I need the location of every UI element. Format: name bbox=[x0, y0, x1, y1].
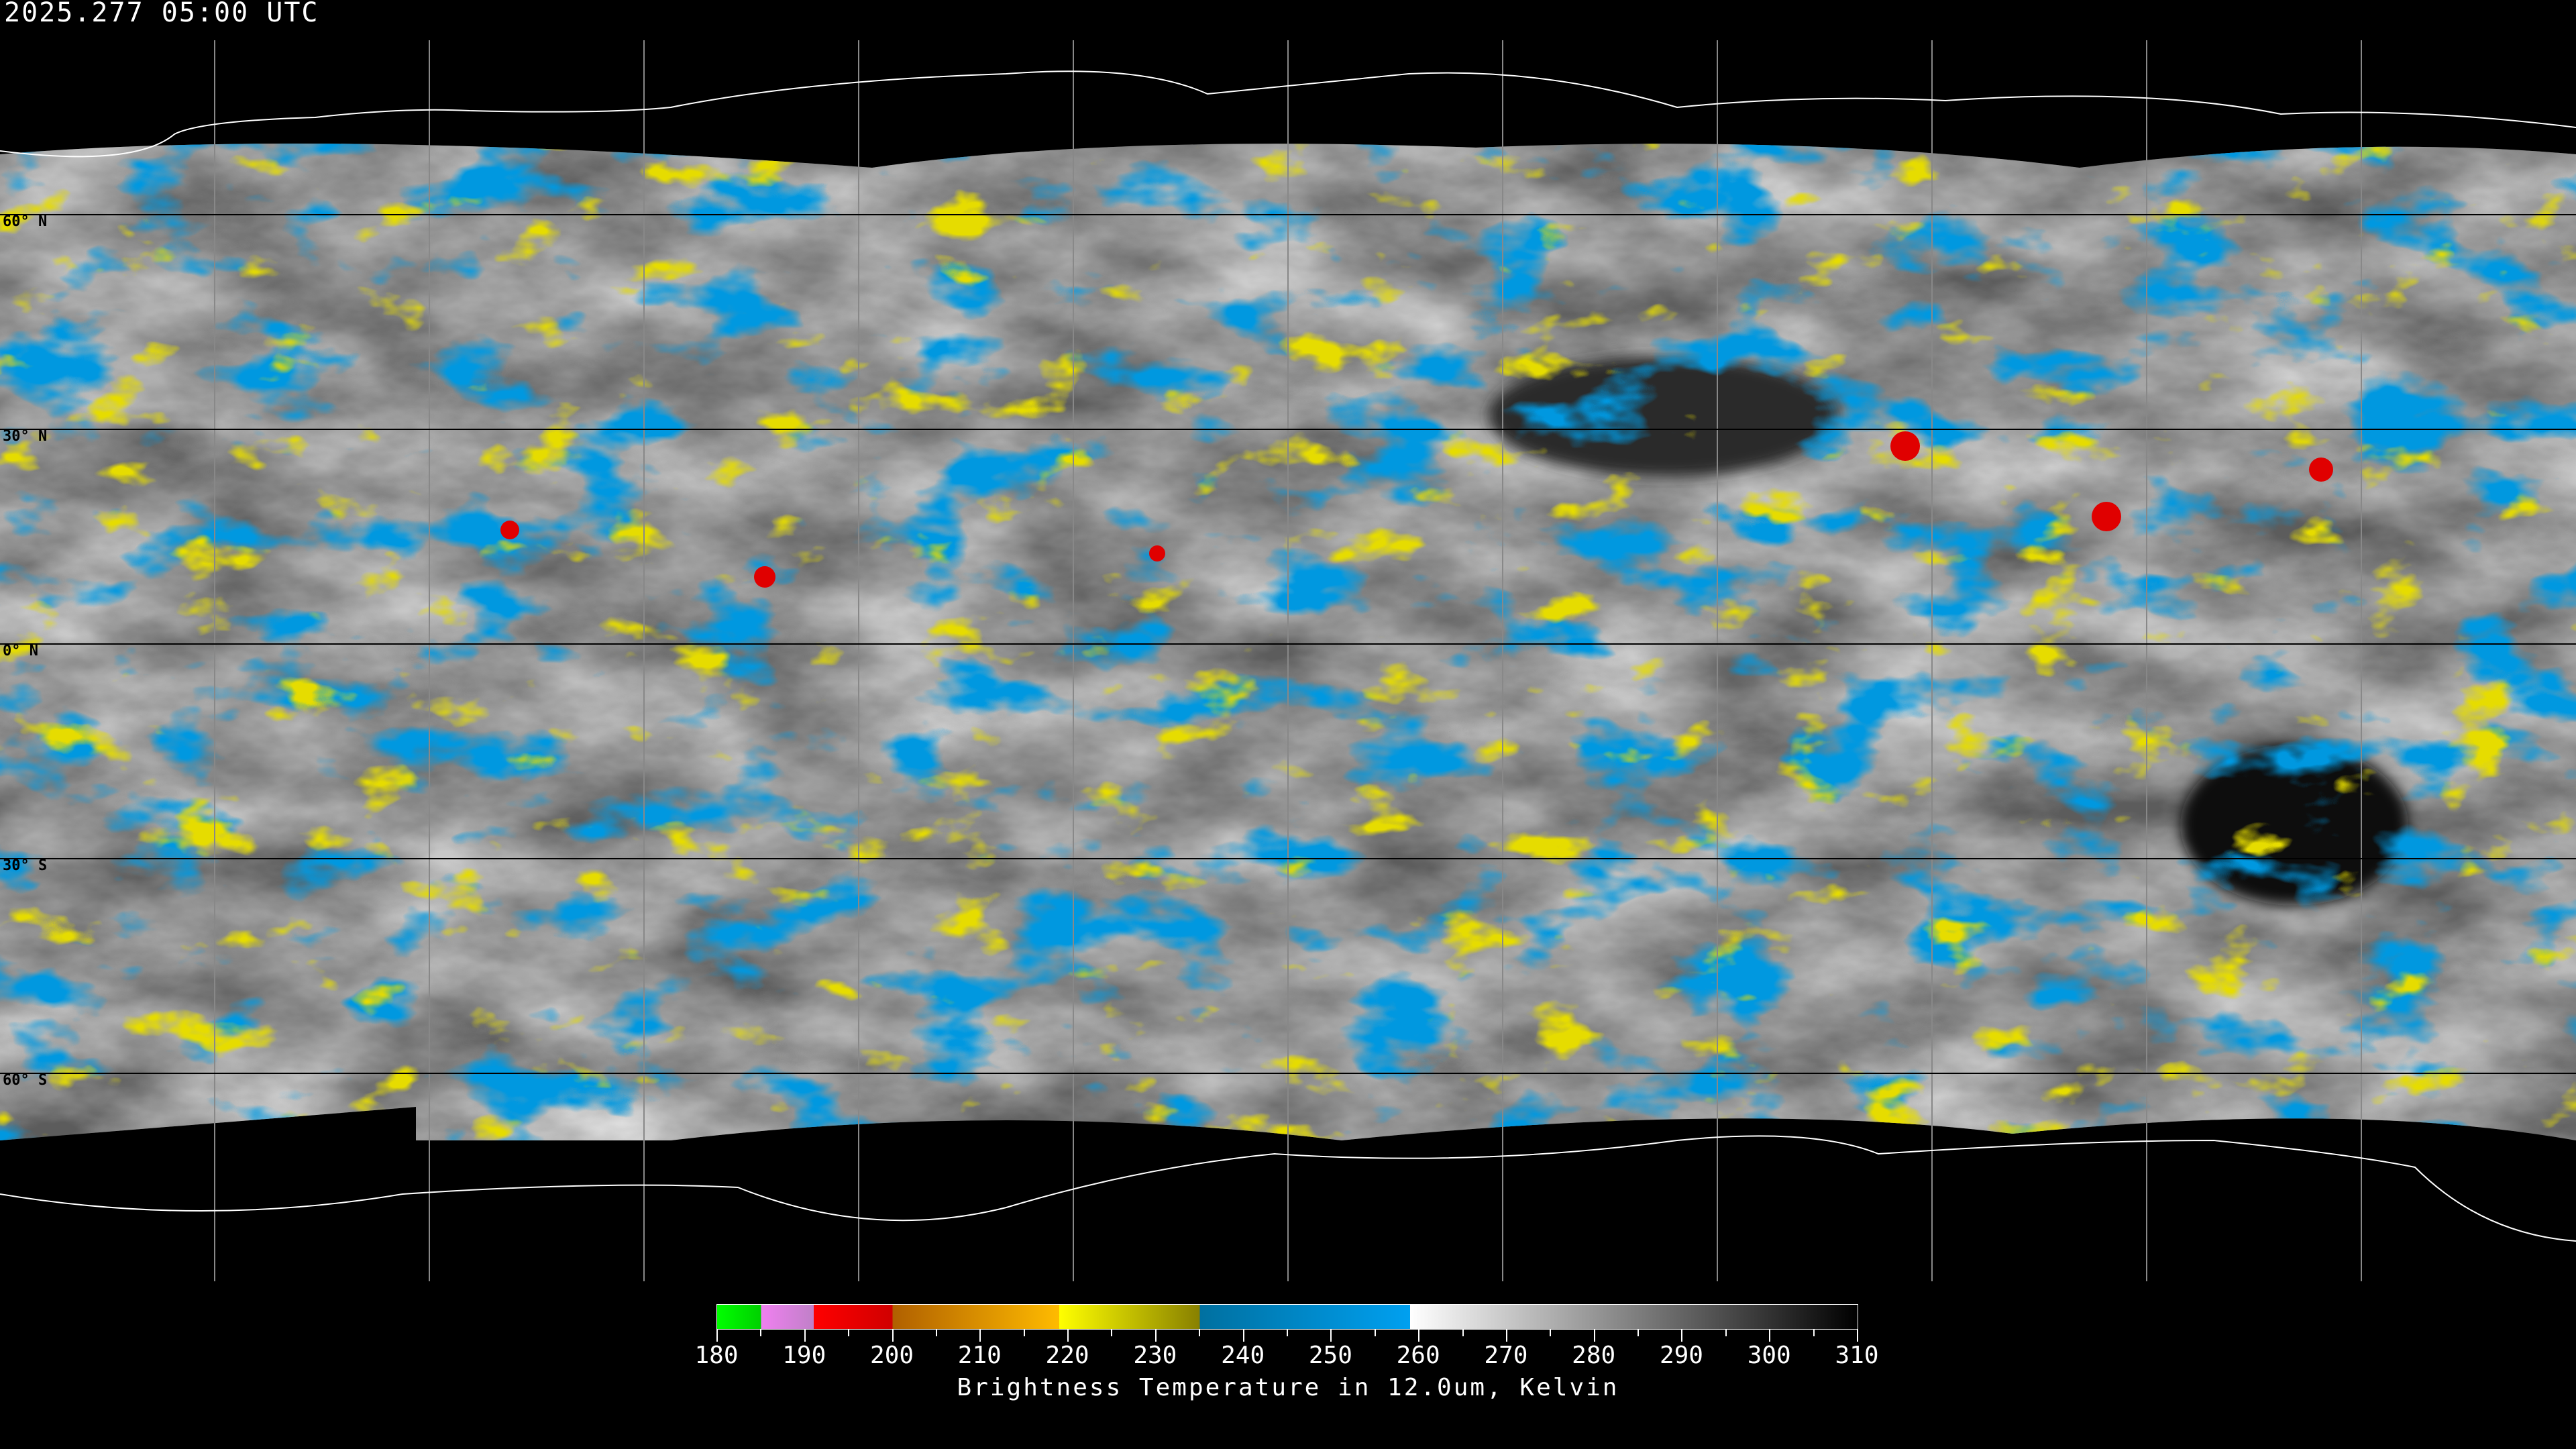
colorbar-ticks bbox=[716, 1330, 1858, 1350]
colorbar-tick bbox=[1199, 1330, 1201, 1336]
colorbar bbox=[716, 1304, 1858, 1330]
lat-label-0n: 0° N bbox=[3, 643, 38, 659]
colorbar-tick bbox=[1681, 1330, 1683, 1342]
colorbar-tick-label: 260 bbox=[1396, 1342, 1440, 1369]
colorbar-tick bbox=[1505, 1330, 1507, 1342]
colorbar-tick-label: 210 bbox=[957, 1342, 1002, 1369]
colorbar-tick bbox=[1242, 1330, 1244, 1342]
colorbar-tick bbox=[1725, 1330, 1727, 1336]
colorbar-tick bbox=[1111, 1330, 1113, 1336]
colorbar-tick-label: 290 bbox=[1659, 1342, 1703, 1369]
colorbar-tick-label: 200 bbox=[870, 1342, 914, 1369]
colorbar-tick bbox=[1067, 1330, 1069, 1342]
lat-label-30n: 30° N bbox=[3, 428, 48, 445]
colorbar-tick bbox=[1550, 1330, 1552, 1336]
colorbar-tick bbox=[1857, 1330, 1858, 1342]
lat-label-60s: 60° S bbox=[3, 1072, 48, 1089]
storm-core bbox=[1890, 431, 1920, 461]
storm-core bbox=[2309, 458, 2333, 482]
colorbar-title: Brightness Temperature in 12.0um, Kelvin bbox=[957, 1374, 1619, 1401]
colorbar-tick-label: 270 bbox=[1484, 1342, 1528, 1369]
colorbar-tick-label: 310 bbox=[1835, 1342, 1879, 1369]
colorbar-tick bbox=[716, 1330, 718, 1342]
colorbar-tick bbox=[1813, 1330, 1815, 1336]
colorbar-tick bbox=[1638, 1330, 1640, 1336]
colorbar-tick bbox=[935, 1330, 937, 1336]
antarctica-coastline bbox=[0, 1135, 2576, 1242]
timestamp-title: 2025.277 05:00 UTC bbox=[4, 0, 319, 28]
colorbar-tick bbox=[848, 1330, 850, 1336]
colorbar-tick bbox=[892, 1330, 894, 1342]
colorbar-tick-label: 230 bbox=[1133, 1342, 1177, 1369]
colorbar-tick bbox=[1374, 1330, 1376, 1336]
coastlines-polar bbox=[0, 70, 2576, 1242]
colorbar-tick bbox=[804, 1330, 806, 1342]
storm-cores bbox=[500, 431, 2333, 588]
lat-label-60n: 60° N bbox=[3, 213, 48, 230]
arctic-coastline bbox=[0, 70, 2576, 158]
colorbar-tick bbox=[1155, 1330, 1157, 1342]
colorbar-tick-label: 240 bbox=[1221, 1342, 1265, 1369]
colorbar-tick bbox=[1418, 1330, 1420, 1342]
colorbar-tick-label: 180 bbox=[694, 1342, 739, 1369]
colorbar-tick-label: 220 bbox=[1045, 1342, 1089, 1369]
colorbar-tick bbox=[760, 1330, 762, 1336]
lat-label-30s: 30° S bbox=[3, 857, 48, 874]
storm-core bbox=[1149, 545, 1165, 561]
lat-lon-grid bbox=[0, 40, 2576, 1281]
colorbar-tick bbox=[1330, 1330, 1332, 1342]
colorbar-tick bbox=[1023, 1330, 1025, 1336]
colorbar-tick bbox=[1769, 1330, 1771, 1342]
colorbar-tick bbox=[1593, 1330, 1595, 1342]
storm-core bbox=[754, 566, 775, 588]
storm-core bbox=[500, 521, 519, 539]
colorbar-tick bbox=[1287, 1330, 1288, 1336]
colorbar-tick bbox=[1462, 1330, 1464, 1336]
satellite-map bbox=[0, 40, 2576, 1281]
colorbar-tick-label: 280 bbox=[1572, 1342, 1616, 1369]
colorbar-tick-label: 190 bbox=[782, 1342, 826, 1369]
colorbar-tick-label: 300 bbox=[1747, 1342, 1791, 1369]
colorbar-tick bbox=[979, 1330, 981, 1342]
colorbar-tick-label: 250 bbox=[1308, 1342, 1352, 1369]
storm-core bbox=[2092, 502, 2121, 531]
